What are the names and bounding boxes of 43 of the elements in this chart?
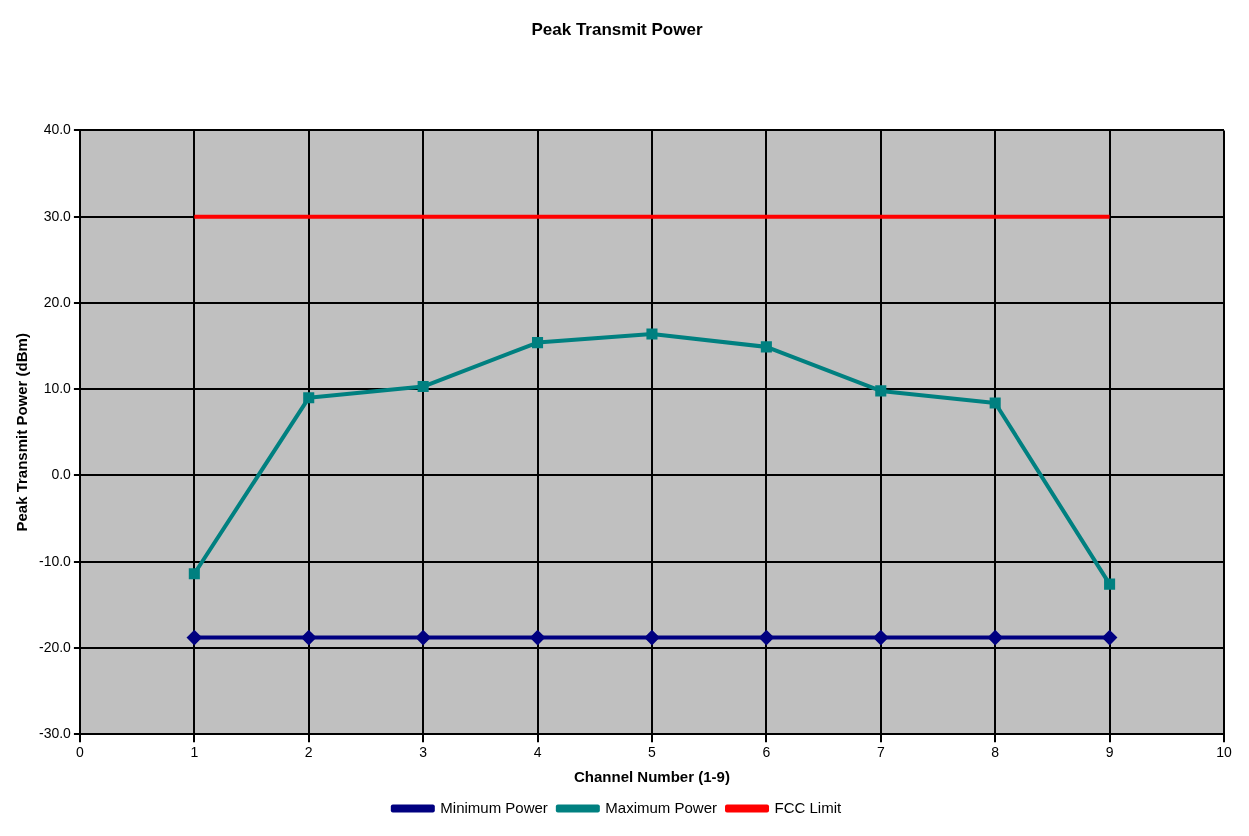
x-tick-label: 6 <box>762 744 771 761</box>
chart-title: Peak Transmit Power <box>531 19 703 39</box>
point <box>644 630 659 645</box>
point <box>303 392 315 404</box>
x-tick-label: 4 <box>533 744 542 761</box>
x-tick-label: 10 <box>1216 744 1232 761</box>
point <box>187 630 202 645</box>
x-tick-label: 0 <box>76 744 85 761</box>
y-tick-label: 10.0 <box>43 380 72 397</box>
point <box>530 630 545 645</box>
x-tick-label: 3 <box>419 744 428 761</box>
legend-label: Minimum Power <box>440 798 548 816</box>
point <box>417 381 429 393</box>
point <box>416 630 431 645</box>
y-tick-label: -30.0 <box>38 725 72 742</box>
point <box>759 630 774 645</box>
y-tick-label: -20.0 <box>38 638 72 655</box>
x-tick-label: 9 <box>1105 744 1114 761</box>
point <box>532 337 544 349</box>
x-axis-title: Channel Number (1-9) <box>574 768 730 786</box>
x-tick-label: 2 <box>304 744 313 761</box>
y-tick-label: 0.0 <box>51 466 72 483</box>
point <box>1102 630 1117 645</box>
point <box>989 397 1001 409</box>
point <box>760 341 772 353</box>
y-tick-label: -10.0 <box>38 552 72 569</box>
x-tick-label: 1 <box>190 744 199 761</box>
point <box>301 630 316 645</box>
x-tick-label: 7 <box>876 744 885 761</box>
point <box>875 385 887 397</box>
legend-label: Maximum Power <box>605 798 718 816</box>
point <box>646 328 658 340</box>
point <box>988 630 1003 645</box>
y-tick-label: 20.0 <box>43 293 72 310</box>
x-tick-label: 8 <box>991 744 1000 761</box>
legend-label: FCC Limit <box>774 798 843 816</box>
point <box>1104 578 1116 590</box>
y-tick-label: 30.0 <box>43 207 72 224</box>
point <box>873 630 888 645</box>
point <box>188 568 200 580</box>
x-tick-label: 5 <box>648 744 657 761</box>
y-axis-title: Peak Transmit Power (dBm) <box>13 333 31 532</box>
y-tick-label: 40.0 <box>43 121 72 138</box>
